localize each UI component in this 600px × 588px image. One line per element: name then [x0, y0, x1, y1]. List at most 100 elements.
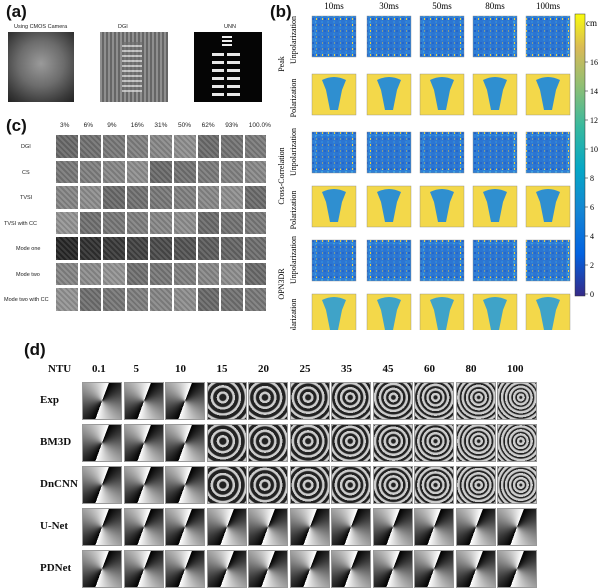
panel-b-tile — [525, 15, 571, 58]
panel-c-tile — [221, 237, 243, 260]
panel-d-tile — [165, 508, 205, 546]
panel-c-tile — [221, 160, 243, 183]
panel-d-column-label: 5 — [133, 363, 140, 375]
panel-d-tile — [82, 424, 122, 462]
panel-c-tile — [221, 186, 243, 209]
panel-c-tile — [197, 186, 220, 209]
panel-c-tile — [79, 237, 102, 260]
panel-c-column-label: 6% — [83, 122, 93, 129]
panel-d-tile — [372, 508, 413, 546]
panel-d-tile — [289, 508, 330, 546]
panel-d-tile — [497, 550, 537, 588]
panel-b-group-label: Peak — [277, 56, 286, 72]
colorbar-tick-label: 16 — [590, 58, 598, 67]
panel-a-label: (a) — [6, 2, 27, 21]
panel-d-tile — [206, 466, 247, 504]
panel-d-tile — [372, 466, 413, 504]
panel-d-column-label: 10 — [175, 363, 186, 375]
colorbar-tick-label: 6 — [590, 203, 594, 212]
colorbar-tick-label: 12 — [590, 116, 598, 125]
panel-d-tile — [165, 550, 205, 588]
panel-c-tile — [56, 211, 78, 234]
panel-c-tile — [56, 288, 78, 311]
panel-d-tile — [248, 382, 288, 420]
panel-c-column-label: 93% — [225, 122, 239, 129]
panel-d-row-label: Exp — [40, 394, 59, 406]
panel-c-tile — [79, 211, 102, 234]
panel-d-column-label: 0.1 — [92, 363, 106, 375]
panel-d-tile — [414, 466, 454, 504]
panel-d-tile — [82, 382, 122, 420]
panel-a-title-dgi: DGI — [118, 24, 128, 30]
colorbar-tick-label: 10 — [590, 145, 598, 154]
panel-c-tile — [197, 135, 220, 158]
panel-b-row-label: Unpolarization — [289, 16, 298, 64]
panel-c-tile — [79, 135, 102, 158]
cmos-camera-image — [8, 32, 74, 102]
panel-d-tile — [497, 382, 537, 420]
panel-d-tile — [82, 550, 122, 588]
panel-b-tile — [366, 131, 412, 174]
panel-b-tile — [311, 73, 357, 116]
panel-c-tile — [174, 160, 196, 183]
panel-c-tile — [150, 135, 172, 158]
panel-b-tile — [472, 15, 518, 58]
panel-c-tile — [126, 135, 149, 158]
panel-d-tile — [414, 382, 454, 420]
panel-a-title-unn: UNN — [224, 24, 236, 30]
panel-d-tile — [455, 424, 496, 462]
colorbar-tick-label: 0 — [590, 290, 594, 299]
panel-d-tile — [248, 508, 288, 546]
panel-d-column-label: 20 — [258, 363, 269, 375]
panel-b-tile — [311, 185, 357, 228]
panel-c-column-label: 3% — [60, 122, 70, 129]
panel-d-tile — [289, 382, 330, 420]
panel-d-tile — [248, 424, 288, 462]
panel-c-tile — [79, 288, 102, 311]
panel-c-tile — [197, 237, 220, 260]
panel-d-tile — [331, 550, 371, 588]
colorbar-tick-label: 4 — [590, 232, 594, 241]
panel-c-tile — [197, 288, 220, 311]
panel-b-tile — [472, 73, 518, 116]
panel-c-tile — [197, 211, 220, 234]
panel-d-label: (d) — [24, 340, 46, 359]
panel-d-tile — [289, 424, 330, 462]
panel-c-tile — [197, 160, 220, 183]
panel-c-row-label: Mode two with CC — [4, 297, 49, 303]
panel-b-tile — [525, 185, 571, 228]
panel-c-column-label: 50% — [178, 122, 192, 129]
panel-c-tile — [103, 262, 125, 285]
panel-d-column-label: 100 — [507, 363, 524, 375]
colorbar-tick-label: 14 — [590, 87, 598, 96]
panel-d-column-label: 35 — [341, 363, 352, 375]
panel-d-tile — [497, 424, 537, 462]
panel-c-tile — [103, 211, 125, 234]
panel-b-tile — [419, 131, 465, 174]
panel-d-tile — [455, 382, 496, 420]
panel-c-tile — [244, 288, 267, 311]
panel-c-tile — [150, 262, 172, 285]
panel-b-tile — [311, 239, 357, 282]
panel-b-column-label: 30ms — [379, 1, 399, 11]
panel-b-row-label: Polarization — [289, 299, 298, 330]
panel-d-row-label: U-Net — [40, 520, 69, 532]
panel-b-tile — [311, 15, 357, 58]
panel-d-tile — [497, 466, 537, 504]
panel-c-tile — [174, 237, 196, 260]
panel-c-tile — [150, 160, 172, 183]
panel-c-tile — [174, 135, 196, 158]
panel-d-tile — [123, 550, 164, 588]
panel-d-tile — [165, 424, 205, 462]
panel-c-tile — [103, 288, 125, 311]
panel-c-tile — [244, 211, 267, 234]
panel-c-tile — [174, 211, 196, 234]
panel-c-row-label: TVSI — [20, 195, 33, 201]
panel-d-tile — [289, 466, 330, 504]
panel-b-row-label: Polarization — [289, 191, 298, 230]
panel-b-tile — [419, 73, 465, 116]
panel-d-tile — [82, 466, 122, 504]
panel-c-tile — [197, 262, 220, 285]
panel-d-tile — [331, 382, 371, 420]
panel-c-row-label: DGI — [21, 144, 31, 150]
